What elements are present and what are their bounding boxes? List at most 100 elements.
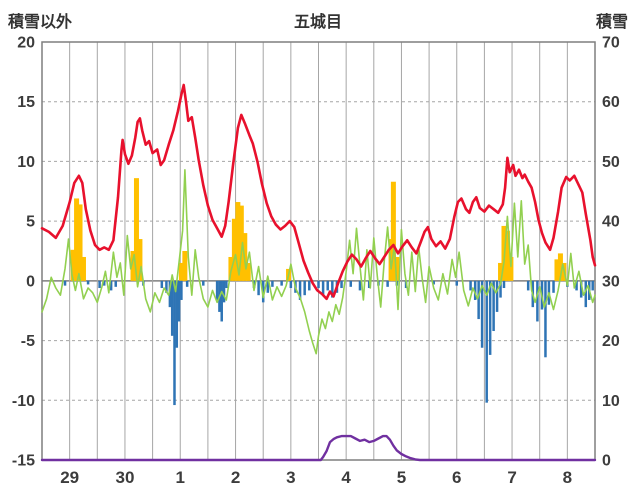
precipitation-bar bbox=[358, 280, 362, 291]
sunshine-bar bbox=[178, 262, 184, 281]
precipitation-bar bbox=[98, 280, 101, 289]
sunshine-bar bbox=[70, 249, 76, 281]
green-oscillation-series bbox=[41, 169, 596, 355]
right-axis-tick: 10 bbox=[602, 393, 620, 410]
sunshine-bar bbox=[245, 262, 251, 281]
precipitation-bar bbox=[317, 280, 320, 289]
precipitation-bar bbox=[170, 280, 174, 336]
precipitation-bar bbox=[480, 280, 484, 348]
precipitation-bar bbox=[220, 280, 223, 322]
precipitation-bar bbox=[180, 280, 183, 300]
precipitation-bar bbox=[331, 280, 334, 298]
precipitation-bar bbox=[177, 280, 181, 322]
precipitation-bar bbox=[499, 280, 502, 298]
x-axis-label: 6 bbox=[452, 468, 461, 487]
left-axis-tick: 5 bbox=[26, 214, 35, 231]
right-axis-tick: 70 bbox=[602, 35, 620, 52]
precipitation-bar bbox=[271, 280, 274, 287]
sunshine-bar bbox=[504, 230, 510, 281]
sunshine-bar bbox=[554, 259, 560, 281]
precipitation-bar bbox=[289, 280, 293, 289]
sunshine-bar bbox=[394, 256, 400, 281]
precipitation-bar bbox=[455, 280, 458, 286]
x-axis-label: 4 bbox=[341, 468, 351, 487]
precipitation-bar bbox=[536, 280, 539, 322]
x-axis-label: 5 bbox=[397, 468, 406, 487]
precipitation-bar bbox=[473, 280, 477, 300]
precipitation-bar bbox=[575, 280, 578, 291]
precipitation-bar bbox=[349, 280, 353, 287]
precipitation-bar bbox=[591, 280, 594, 291]
right-axis-tick: 40 bbox=[602, 214, 620, 231]
x-axis-label: 30 bbox=[115, 468, 134, 487]
sunshine-bar bbox=[137, 239, 143, 281]
chart-title: 五城目 bbox=[293, 14, 342, 31]
precipitation-bar bbox=[266, 280, 270, 293]
right-axis-title: 積雪 bbox=[595, 14, 628, 31]
precipitation-bar bbox=[340, 280, 343, 289]
precipitation-bar bbox=[280, 280, 283, 286]
precipitation-bar bbox=[185, 280, 189, 287]
left-axis-tick: 0 bbox=[26, 273, 35, 290]
precipitation-bar bbox=[225, 280, 228, 289]
sunshine-bar bbox=[77, 204, 83, 281]
sunshine-bar bbox=[235, 202, 241, 281]
left-axis-tick: 10 bbox=[17, 154, 35, 171]
precipitation-bar bbox=[102, 280, 106, 286]
precipitation-bar bbox=[114, 280, 117, 287]
sunshine-bar bbox=[80, 256, 86, 281]
right-axis-tick: 30 bbox=[602, 273, 620, 290]
x-axis-label: 2 bbox=[231, 468, 240, 487]
sunshine-bar bbox=[508, 256, 514, 281]
precipitation-bar bbox=[202, 280, 205, 286]
right-axis-tick: 60 bbox=[602, 94, 620, 111]
sunshine-bar bbox=[557, 253, 563, 281]
precipitation-bar bbox=[160, 280, 164, 289]
precipitation-bar bbox=[298, 280, 302, 300]
precipitation-bar bbox=[469, 280, 472, 291]
sunshine-bar bbox=[133, 178, 139, 281]
precipitation-bar bbox=[502, 280, 506, 289]
right-axis-tick: 50 bbox=[602, 154, 620, 171]
precipitation-bar bbox=[477, 280, 480, 320]
precipitation-bar bbox=[165, 280, 168, 293]
sunshine-bar bbox=[182, 251, 188, 281]
sunshine-bar bbox=[231, 218, 237, 281]
precipitation-bar bbox=[109, 280, 113, 291]
precipitation-bar bbox=[488, 280, 492, 355]
precipitation-bar bbox=[261, 280, 265, 303]
right-axis-tick: 0 bbox=[602, 453, 611, 470]
precipitation-bar bbox=[544, 280, 547, 358]
x-axis-label: 8 bbox=[563, 468, 572, 487]
precipitation-bar bbox=[492, 280, 495, 332]
precipitation-bar bbox=[308, 280, 311, 291]
x-axis-label: 3 bbox=[286, 468, 295, 487]
precipitation-bar bbox=[303, 280, 306, 296]
precipitation-bar bbox=[215, 280, 219, 300]
temperature-series bbox=[40, 83, 597, 301]
precipitation-bar bbox=[526, 280, 530, 291]
precipitation-bar bbox=[432, 280, 435, 285]
precipitation-bar bbox=[86, 280, 90, 285]
sunshine-bar bbox=[390, 181, 396, 281]
x-axis-label: 29 bbox=[60, 468, 79, 487]
precipitation-bar bbox=[495, 280, 499, 312]
precipitation-bar bbox=[257, 280, 260, 296]
precipitation-bar bbox=[222, 280, 226, 303]
precipitation-bar bbox=[168, 280, 172, 308]
sunshine-bar bbox=[130, 251, 136, 281]
left-axis-tick: 15 bbox=[17, 94, 35, 111]
precipitation-bar bbox=[63, 280, 67, 286]
precipitation-bar bbox=[321, 280, 325, 296]
snow-depth-series bbox=[40, 434, 597, 462]
precipitation-bar bbox=[173, 280, 176, 406]
x-axis-label: 1 bbox=[176, 468, 185, 487]
precipitation-bar bbox=[579, 280, 583, 298]
precipitation-bar bbox=[175, 280, 179, 348]
precipitation-bar bbox=[485, 280, 488, 403]
sunshine-bar bbox=[74, 198, 80, 281]
left-axis-tick: -10 bbox=[12, 393, 35, 410]
precipitation-bar bbox=[552, 280, 555, 293]
